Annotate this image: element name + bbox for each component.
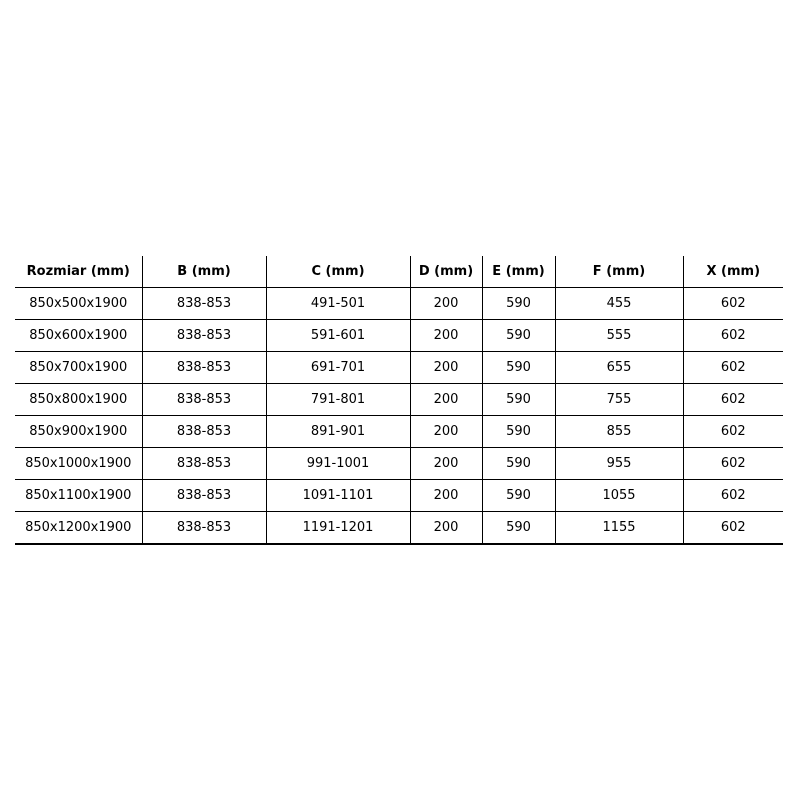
table-cell: 590	[482, 319, 556, 352]
column-header: F (mm)	[555, 256, 684, 288]
table-cell: 838-853	[142, 319, 267, 352]
table-cell: 455	[555, 287, 684, 320]
table-cell: 602	[683, 511, 783, 545]
table-cell: 838-853	[142, 479, 267, 512]
table-cell: 755	[555, 383, 684, 416]
table-cell: 891-901	[266, 415, 411, 448]
table-cell: 838-853	[142, 287, 267, 320]
table-cell: 955	[555, 447, 684, 480]
table-cell: 590	[482, 511, 556, 545]
table-cell: 655	[555, 351, 684, 384]
table-cell: 850x900x1900	[15, 415, 143, 448]
table-cell: 590	[482, 383, 556, 416]
table-cell: 1055	[555, 479, 684, 512]
table-row: 850x600x1900 838-853 591-601 200 590 555 602	[15, 319, 783, 352]
table-cell: 838-853	[142, 415, 267, 448]
table-cell: 850x800x1900	[15, 383, 143, 416]
table-cell: 850x1000x1900	[15, 447, 143, 480]
table-cell: 850x600x1900	[15, 319, 143, 352]
table-row: 850x700x1900 838-853 691-701 200 590 655 602	[15, 351, 783, 384]
table-cell: 590	[482, 415, 556, 448]
column-header: X (mm)	[683, 256, 783, 288]
table-cell: 850x500x1900	[15, 287, 143, 320]
table-cell: 590	[482, 447, 556, 480]
table-cell: 200	[410, 287, 483, 320]
table-cell: 838-853	[142, 351, 267, 384]
table-cell: 850x700x1900	[15, 351, 143, 384]
header-row: Rozmiar (mm) B (mm) C (mm) D (mm) E (mm) F (m…	[15, 256, 783, 288]
table-cell: 691-701	[266, 351, 411, 384]
column-header: Rozmiar (mm)	[15, 256, 143, 288]
table-cell: 590	[482, 351, 556, 384]
table-row: 850x900x1900 838-853 891-901 200 590 855 602	[15, 415, 783, 448]
table-cell: 855	[555, 415, 684, 448]
table-cell: 200	[410, 351, 483, 384]
table-cell: 590	[482, 287, 556, 320]
table-cell: 591-601	[266, 319, 411, 352]
table-cell: 602	[683, 447, 783, 480]
table-cell: 602	[683, 351, 783, 384]
table-row: 850x1100x1900 838-853 1091-1101 200 590 1055 6…	[15, 479, 783, 512]
table-cell: 602	[683, 479, 783, 512]
table-cell: 838-853	[142, 383, 267, 416]
table-cell: 791-801	[266, 383, 411, 416]
table-cell: 602	[683, 383, 783, 416]
table-cell: 838-853	[142, 511, 267, 545]
table-cell: 1155	[555, 511, 684, 545]
table-cell: 200	[410, 383, 483, 416]
table-cell: 590	[482, 479, 556, 512]
table-cell: 1191-1201	[266, 511, 411, 545]
table-cell: 1091-1101	[266, 479, 411, 512]
table-cell: 602	[683, 415, 783, 448]
table-row: 850x800x1900 838-853 791-801 200 590 755 602	[15, 383, 783, 416]
column-header: C (mm)	[266, 256, 411, 288]
table-row: 850x1200x1900 838-853 1191-1201 200 590 1155 6…	[15, 511, 783, 545]
table-cell: 602	[683, 287, 783, 320]
column-header: E (mm)	[482, 256, 556, 288]
table-cell: 838-853	[142, 447, 267, 480]
column-header: B (mm)	[142, 256, 267, 288]
dimensions-table: Rozmiar (mm) B (mm) C (mm) D (mm) E (mm) F (m…	[15, 256, 783, 545]
table-cell: 200	[410, 479, 483, 512]
table-row: 850x1000x1900 838-853 991-1001 200 590 955 602	[15, 447, 783, 480]
table-cell: 200	[410, 319, 483, 352]
table-cell: 555	[555, 319, 684, 352]
table-cell: 850x1100x1900	[15, 479, 143, 512]
column-header: D (mm)	[410, 256, 483, 288]
table-cell: 200	[410, 415, 483, 448]
table-row: 850x500x1900 838-853 491-501 200 590 455 602	[15, 287, 783, 320]
table-cell: 991-1001	[266, 447, 411, 480]
table-cell: 850x1200x1900	[15, 511, 143, 545]
table-cell: 200	[410, 447, 483, 480]
table-cell: 200	[410, 511, 483, 545]
table-cell: 602	[683, 319, 783, 352]
table-cell: 491-501	[266, 287, 411, 320]
